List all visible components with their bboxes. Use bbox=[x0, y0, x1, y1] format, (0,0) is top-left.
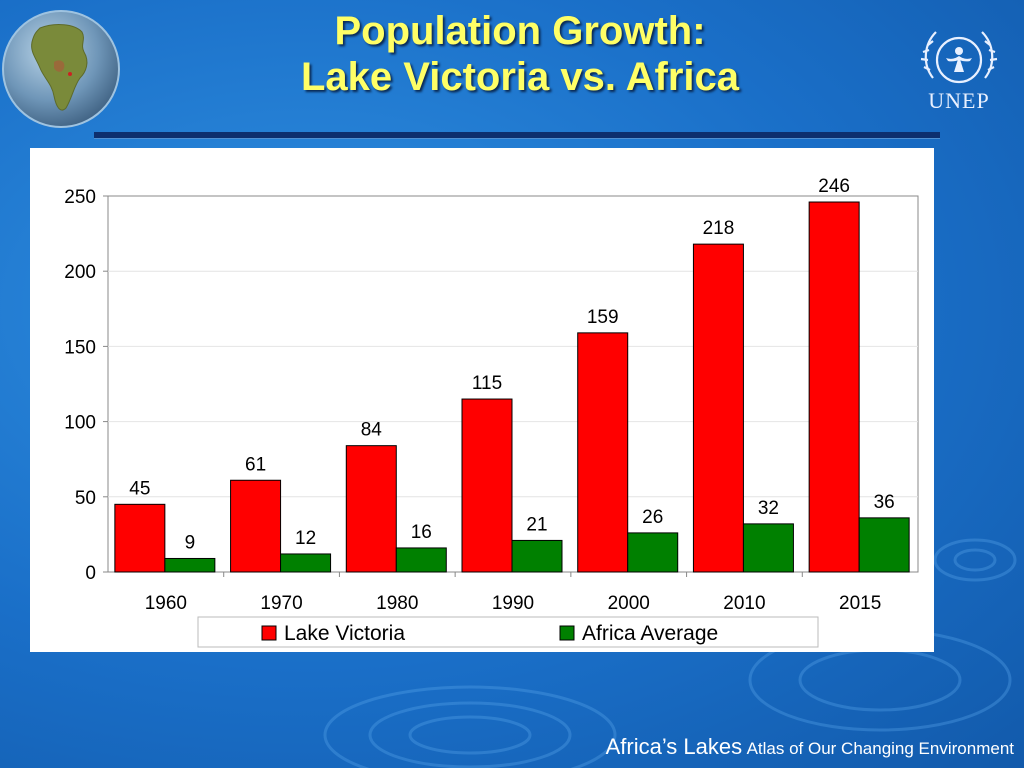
y-tick-label: 0 bbox=[85, 563, 96, 584]
title-line-1: Population Growth: bbox=[334, 9, 706, 53]
legend bbox=[197, 616, 819, 648]
data-label: 26 bbox=[642, 507, 663, 528]
bar-africa-average bbox=[742, 523, 794, 573]
y-tick-label: 200 bbox=[64, 262, 96, 283]
data-label: 12 bbox=[295, 528, 316, 549]
bar-africa-average bbox=[511, 539, 563, 573]
data-label: 61 bbox=[245, 454, 266, 475]
y-tick-label: 50 bbox=[75, 488, 96, 509]
y-tick-label: 100 bbox=[64, 413, 96, 434]
data-label: 9 bbox=[185, 532, 196, 553]
chart-panel: 0 50 100 150 200 250 45 9 1960 61 12 1970 84 16 1980 11… bbox=[30, 148, 934, 652]
slide-title: Population Growth: Lake Victoria vs. Afr… bbox=[150, 8, 890, 100]
legend-swatch bbox=[559, 625, 575, 641]
bar-africa-average bbox=[627, 532, 679, 573]
legend-label: Lake Victoria bbox=[284, 622, 405, 645]
bar-africa-average bbox=[858, 517, 910, 573]
data-label: 32 bbox=[758, 498, 779, 519]
title-line-2: Lake Victoria vs. Africa bbox=[300, 55, 739, 99]
x-tick-label: 2010 bbox=[723, 593, 765, 614]
bar-africa-average bbox=[164, 557, 216, 573]
title-divider bbox=[94, 132, 940, 139]
data-label: 218 bbox=[703, 218, 735, 239]
bar-lake-victoria bbox=[692, 243, 744, 573]
data-label: 115 bbox=[472, 373, 502, 394]
bar-lake-victoria bbox=[230, 479, 282, 573]
bar-lake-victoria bbox=[114, 503, 166, 573]
footer: Africa’s Lakes Atlas of Our Changing Env… bbox=[606, 734, 1014, 760]
bar-chart: 0 50 100 150 200 250 45 9 1960 61 12 1970 84 16 1980 11… bbox=[64, 176, 919, 648]
unep-logo-text: UNEP bbox=[928, 88, 990, 113]
y-tick-label: 250 bbox=[64, 187, 96, 208]
data-label: 45 bbox=[129, 478, 150, 499]
data-label: 36 bbox=[874, 492, 895, 513]
bar-lake-victoria bbox=[345, 445, 397, 573]
bar-africa-average bbox=[280, 553, 332, 573]
data-label: 159 bbox=[587, 307, 619, 328]
y-tick-label: 150 bbox=[64, 337, 96, 358]
x-tick-label: 2015 bbox=[839, 593, 881, 614]
globe-icon bbox=[2, 10, 120, 128]
data-label: 16 bbox=[411, 522, 432, 543]
footer-title: Africa’s Lakes bbox=[605, 734, 743, 759]
x-tick-label: 1990 bbox=[492, 593, 534, 614]
legend-label: Africa Average bbox=[582, 622, 718, 645]
legend-swatch bbox=[261, 625, 277, 641]
data-label: 21 bbox=[526, 514, 547, 535]
bar-lake-victoria bbox=[577, 332, 629, 573]
footer-subtitle: Atlas of Our Changing Environment bbox=[746, 739, 1014, 758]
x-tick-label: 1960 bbox=[145, 593, 187, 614]
bar-africa-average bbox=[395, 547, 447, 573]
x-tick-label: 2000 bbox=[608, 593, 650, 614]
bar-lake-victoria bbox=[808, 201, 860, 573]
data-label: 84 bbox=[361, 420, 383, 441]
bar-lake-victoria bbox=[461, 398, 513, 573]
x-tick-label: 1970 bbox=[260, 593, 302, 614]
x-tick-label: 1980 bbox=[376, 593, 418, 614]
plot-area bbox=[107, 195, 919, 573]
data-label: 246 bbox=[818, 176, 850, 197]
unep-logo-icon bbox=[920, 31, 998, 84]
